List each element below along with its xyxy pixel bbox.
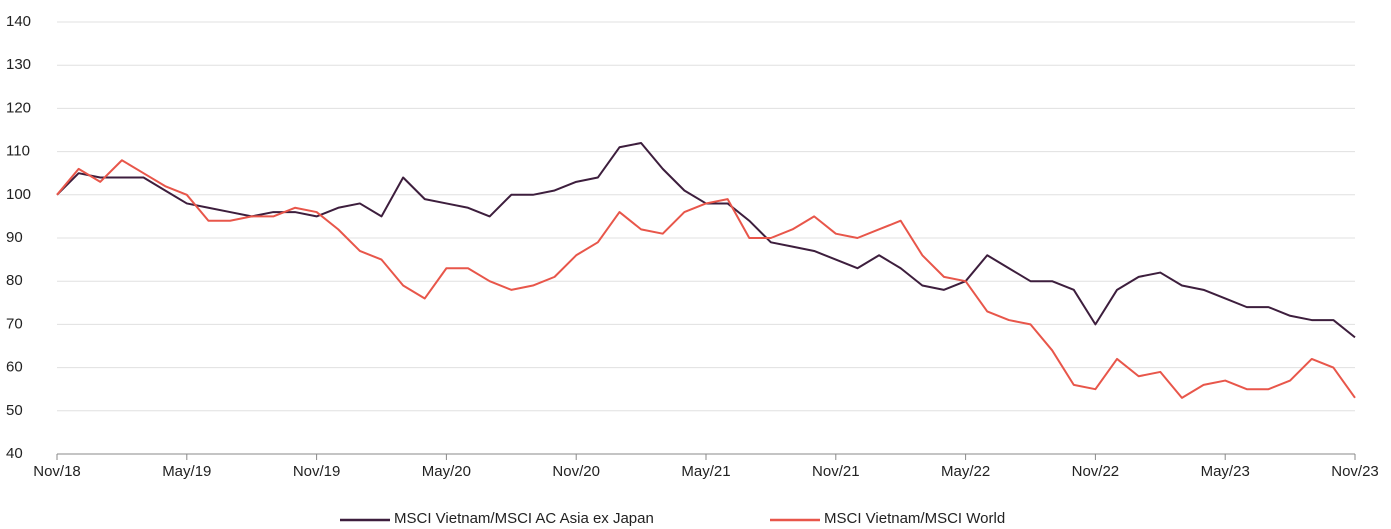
y-tick-label: 80 — [6, 272, 23, 289]
series-line — [56, 141, 1356, 339]
y-tick-label: 110 — [6, 143, 30, 160]
y-tick-label: 140 — [6, 13, 31, 30]
x-tick-label: May/21 — [681, 463, 730, 480]
x-tick-label: Nov/23 — [1331, 463, 1379, 480]
legend-label: MSCI Vietnam/MSCI AC Asia ex Japan — [394, 510, 654, 527]
series-line — [56, 159, 1356, 399]
y-tick-label: 60 — [6, 359, 23, 376]
y-tick-label: 40 — [6, 445, 23, 462]
x-tick-label: May/23 — [1201, 463, 1250, 480]
y-tick-label: 120 — [6, 99, 31, 116]
x-tick-label: Nov/21 — [812, 463, 860, 480]
x-tick-label: Nov/18 — [33, 463, 81, 480]
x-tick-label: Nov/22 — [1072, 463, 1120, 480]
x-tick-label: May/20 — [422, 463, 471, 480]
y-tick-label: 70 — [6, 315, 23, 332]
y-tick-label: 90 — [6, 229, 23, 246]
x-tick-label: Nov/19 — [293, 463, 341, 480]
y-tick-label: 100 — [6, 186, 31, 203]
x-tick-label: Nov/20 — [552, 463, 600, 480]
legend-label: MSCI Vietnam/MSCI World — [824, 510, 1005, 527]
y-tick-label: 130 — [6, 56, 31, 73]
y-tick-label: 50 — [6, 402, 23, 419]
x-tick-label: May/22 — [941, 463, 990, 480]
x-tick-label: May/19 — [162, 463, 211, 480]
